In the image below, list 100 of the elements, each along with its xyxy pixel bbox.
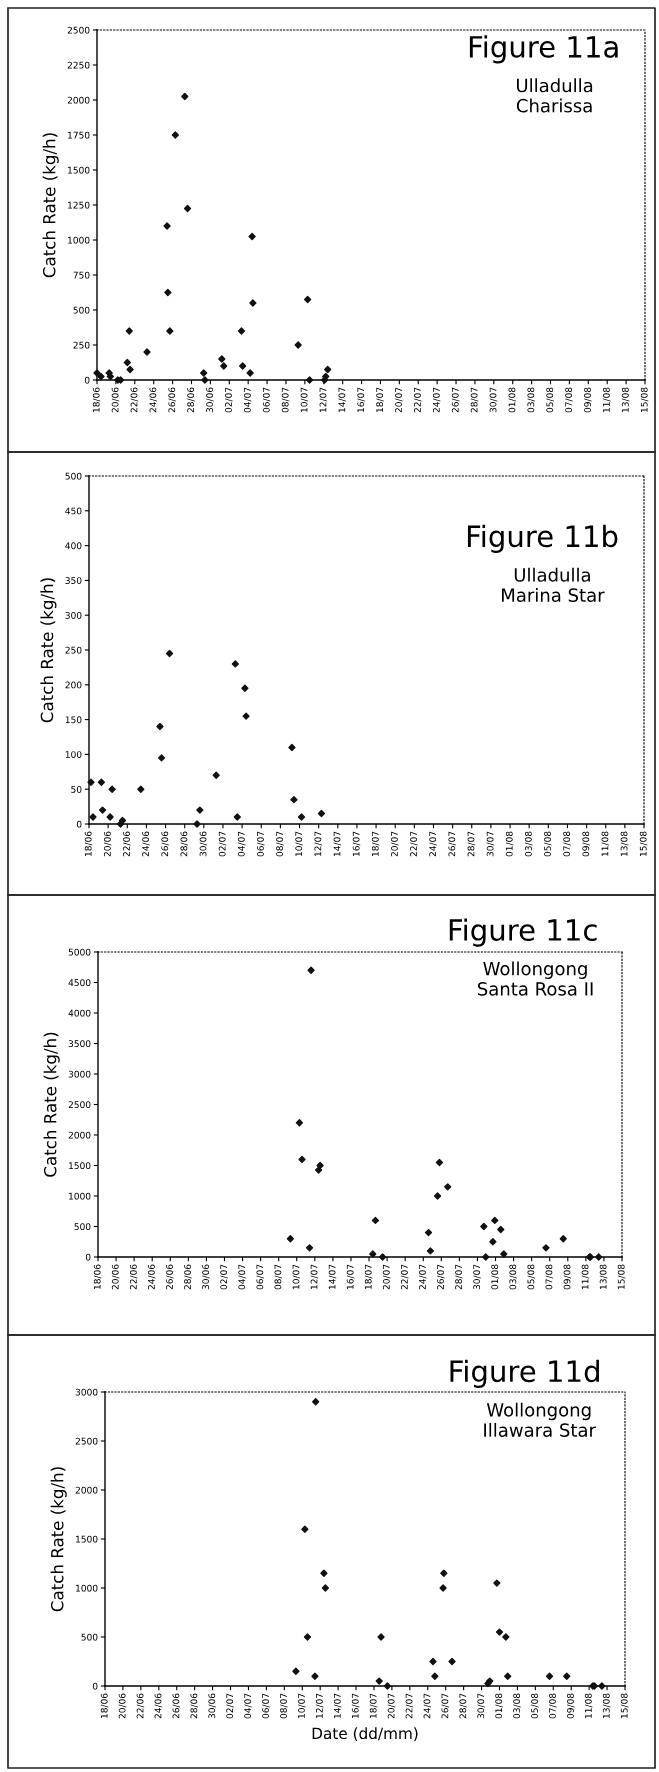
x-tick-label: 30/07 <box>477 1693 485 1719</box>
y-tick-label: 1000 <box>69 1192 91 1200</box>
y-axis-title: Catch Rate (kg/h) <box>43 1032 60 1177</box>
x-tick-label: 20/07 <box>391 831 399 857</box>
x-tick-label: 30/07 <box>486 831 495 857</box>
text: Ulladulla Charissa <box>516 78 593 113</box>
x-tick-label: 11/08 <box>581 1264 590 1289</box>
x-tick-label: 07/08 <box>563 831 571 857</box>
y-tick-label: 500 <box>74 1223 91 1231</box>
x-tick-label: 15/08 <box>620 1693 629 1718</box>
x-tick-label: 14/07 <box>338 387 346 412</box>
x-tick-label: 26/06 <box>172 1693 181 1719</box>
y-tick-label: 4000 <box>68 1009 91 1017</box>
y-tick-label: 1250 <box>68 201 90 209</box>
x-tick-label: 05/08 <box>527 1264 535 1290</box>
y-tick-label: 100 <box>65 751 82 758</box>
y-tick-label: 1000 <box>68 236 90 244</box>
x-tick-label: 24/06 <box>142 831 150 857</box>
x-tick-label: 18/06 <box>93 1264 102 1289</box>
x-tick-label: 28/06 <box>190 1693 198 1719</box>
x-tick-label: 09/08 <box>584 387 592 413</box>
x-tick-label: 24/07 <box>419 1264 427 1290</box>
x-tick-label: 10/07 <box>295 831 303 856</box>
x-tick-label: 01/08 <box>508 387 517 413</box>
x-tick-label: 02/07 <box>225 387 233 413</box>
y-tick-label: 450 <box>65 507 82 515</box>
x-tick-label: 14/07 <box>333 831 342 856</box>
x-tick-label: 03/08 <box>509 1264 517 1290</box>
x-tick-label: 28/07 <box>459 1693 467 1719</box>
y-tick-label: 250 <box>73 341 90 349</box>
x-tick-label: 22/06 <box>129 1264 138 1290</box>
x-tick-label: 28/06 <box>187 387 195 413</box>
x-tick-label: 06/07 <box>257 831 265 857</box>
x-tick-label: 04/07 <box>243 387 252 413</box>
y-tick-label: 250 <box>65 646 82 654</box>
y-tick-label: 1000 <box>76 1584 98 1592</box>
x-tick-label: 20/07 <box>382 1264 391 1290</box>
y-tick-label: 150 <box>65 716 82 724</box>
x-tick-label: 30/07 <box>489 387 498 413</box>
y-axis-title: Catch Rate (kg/h) <box>40 578 57 723</box>
x-tick-label: 22/07 <box>414 387 422 413</box>
x-tick-label: 10/07 <box>298 1693 306 1718</box>
y-tick-label: 0 <box>85 1253 91 1261</box>
y-tick-label: 3500 <box>68 1040 91 1048</box>
x-tick-label: 20/07 <box>387 1693 396 1719</box>
x-tick-label: 11/08 <box>584 1693 593 1718</box>
x-tick-label: 04/07 <box>244 1693 252 1719</box>
x-tick-label: 20/07 <box>395 387 403 413</box>
x-tick-label: 04/07 <box>238 1264 246 1290</box>
chart-title: Figure 11d <box>450 1359 599 1388</box>
x-tick-label: 22/06 <box>130 387 139 413</box>
y-tick-label: 2250 <box>67 61 90 69</box>
x-tick-label: 08/07 <box>280 1693 288 1719</box>
text: Wollongong Illawara Star <box>484 1402 596 1437</box>
x-axis-title: Date (dd/mm) <box>312 1727 418 1741</box>
x-tick-label: 06/07 <box>262 387 271 413</box>
x-tick-label: 09/08 <box>567 1693 575 1719</box>
x-tick-label: 15/08 <box>617 1264 626 1289</box>
x-tick-label: 30/06 <box>208 1693 216 1719</box>
x-tick-label: 24/06 <box>148 1264 156 1290</box>
x-tick-label: 12/07 <box>314 831 322 856</box>
x-tick-label: 08/07 <box>274 1264 283 1290</box>
x-tick-label: 18/06 <box>100 1693 109 1718</box>
x-tick-label: 07/08 <box>549 1693 557 1719</box>
x-tick-label: 07/08 <box>565 387 573 413</box>
x-tick-label: 13/08 <box>599 1264 608 1289</box>
x-tick-label: 18/06 <box>92 387 101 412</box>
y-tick-label: 2000 <box>67 96 90 104</box>
y-tick-label: 2500 <box>75 1437 98 1445</box>
x-tick-label: 26/06 <box>166 1264 174 1290</box>
x-tick-label: 06/07 <box>262 1693 270 1719</box>
x-tick-label: 05/08 <box>531 1693 539 1719</box>
y-tick-label: 0 <box>92 1682 98 1690</box>
y-tick-label: 750 <box>73 271 90 279</box>
y-tick-label: 0 <box>84 376 90 384</box>
x-tick-label: 28/07 <box>467 831 476 857</box>
x-tick-label: 03/08 <box>527 387 535 413</box>
x-tick-label: 26/07 <box>448 831 456 857</box>
x-tick-label: 18/07 <box>369 1693 378 1718</box>
x-tick-label: 16/07 <box>351 1693 360 1718</box>
y-tick-label: 50 <box>71 785 82 793</box>
x-tick-label: 26/07 <box>441 1693 450 1719</box>
x-tick-label: 26/07 <box>437 1264 445 1290</box>
text: Wollongong Santa Rosa II <box>477 961 593 996</box>
x-tick-label: 10/07 <box>300 387 309 412</box>
x-tick-label: 11/08 <box>603 387 611 412</box>
x-tick-label: 30/06 <box>206 387 214 413</box>
x-tick-label: 04/07 <box>237 831 246 857</box>
x-tick-label: 02/07 <box>218 831 227 857</box>
x-tick-label: 10/07 <box>292 1264 301 1289</box>
chart-title: Figure 11c <box>449 918 597 947</box>
y-tick-label: 1500 <box>76 1535 98 1543</box>
x-tick-label: 24/07 <box>423 1693 432 1719</box>
y-tick-label: 500 <box>81 1633 98 1641</box>
x-tick-label: 28/06 <box>180 831 189 857</box>
x-tick-label: 09/08 <box>563 1264 572 1290</box>
chart-title: Figure 11a <box>469 35 618 64</box>
x-tick-label: 02/07 <box>226 1693 234 1719</box>
x-tick-label: 30/06 <box>199 831 208 857</box>
x-tick-label: 22/07 <box>400 1264 409 1290</box>
